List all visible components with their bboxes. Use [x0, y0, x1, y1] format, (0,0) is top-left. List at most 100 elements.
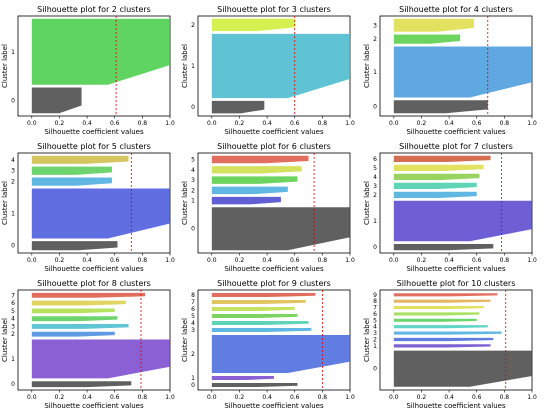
x-axis-label: Silhouette coefficient values: [44, 128, 144, 136]
cluster-label: 0: [11, 97, 15, 104]
cluster-bar-5: [211, 155, 309, 164]
cluster-bar-0: [393, 350, 532, 387]
x-axis-label: Silhouette coefficient values: [44, 265, 144, 273]
chart-title: Silhouette plot for 4 clusters: [399, 5, 513, 14]
x-tick-label: 0.4: [262, 394, 272, 401]
cluster-label: 4: [373, 324, 377, 331]
cluster-bar-0: [31, 241, 118, 251]
x-tick-label: 0.0: [27, 394, 37, 401]
cluster-bar-1: [393, 344, 491, 348]
x-tick-label: 0.4: [444, 120, 454, 127]
cluster-bar-7: [211, 300, 306, 304]
x-tick-label: 0.2: [235, 394, 245, 401]
cluster-bar-2: [31, 331, 115, 337]
x-tick-label: 0.6: [472, 394, 482, 401]
cluster-label: 6: [191, 306, 195, 313]
cluster-label: 2: [191, 22, 195, 29]
x-tick-label: 0.8: [318, 394, 328, 401]
cluster-label: 0: [191, 226, 195, 233]
cluster-bar-4: [211, 321, 309, 325]
cluster-label: 2: [373, 36, 377, 43]
cluster-label: 6: [373, 311, 377, 318]
cluster-bar-0: [393, 243, 494, 251]
x-axis-label: Silhouette coefficient values: [406, 265, 506, 273]
x-tick-label: 0.0: [207, 394, 217, 401]
cluster-bar-0: [31, 87, 82, 114]
cluster-bar-2: [211, 18, 295, 32]
cluster-bar-1: [211, 33, 350, 99]
x-tick-label: 0.8: [500, 257, 510, 264]
chart-title: Silhouette plot for 5 clusters: [37, 142, 151, 151]
cluster-label: 9: [373, 292, 377, 299]
cluster-bar-7: [393, 305, 484, 310]
cluster-bar-4: [393, 173, 480, 181]
cluster-bar-2: [211, 335, 350, 373]
cluster-bar-0: [211, 383, 298, 387]
x-tick-label: 0.8: [500, 394, 510, 401]
cluster-bar-5: [393, 164, 484, 172]
chart-panel-5: Silhouette plot for 6 clusters 0 1 2 3 4 5 0.0 0…: [181, 142, 355, 273]
x-tick-label: 0.0: [27, 120, 37, 127]
cluster-bar-3: [31, 166, 112, 175]
cluster-bar-2: [393, 191, 477, 199]
x-axis-label: Silhouette coefficient values: [406, 402, 506, 409]
x-axis-label: Silhouette coefficient values: [224, 265, 324, 273]
x-tick-label: 0.4: [82, 257, 92, 264]
cluster-bar-3: [211, 176, 298, 184]
cluster-bar-3: [393, 182, 477, 190]
x-tick-label: 1.0: [345, 120, 355, 127]
x-tick-label: 1.0: [345, 394, 355, 401]
cluster-label: 5: [373, 317, 377, 324]
cluster-label: 2: [11, 331, 15, 338]
chart-title: Silhouette plot for 3 clusters: [217, 5, 331, 14]
cluster-label: 7: [191, 299, 195, 306]
y-axis-label: Cluster label: [363, 181, 371, 225]
cluster-label: 8: [191, 292, 195, 299]
x-tick-label: 0.2: [235, 257, 245, 264]
cluster-bar-2: [211, 186, 288, 195]
cluster-bar-2: [393, 337, 494, 342]
cluster-label: 0: [373, 366, 377, 373]
y-axis-label: Cluster label: [363, 318, 371, 362]
cluster-label: 2: [191, 351, 195, 358]
cluster-bar-8: [393, 299, 491, 303]
x-tick-label: 0.4: [82, 394, 92, 401]
cluster-bar-9: [393, 293, 498, 297]
x-tick-label: 0.2: [417, 394, 427, 401]
x-tick-label: 0.8: [318, 120, 328, 127]
x-tick-label: 0.6: [290, 257, 300, 264]
cluster-bar-0: [211, 100, 265, 114]
x-tick-label: 0.6: [290, 394, 300, 401]
x-tick-label: 1.0: [165, 120, 175, 127]
cluster-label: 4: [11, 316, 15, 323]
x-tick-label: 0.6: [110, 257, 120, 264]
cluster-label: 4: [373, 174, 377, 181]
cluster-bar-6: [211, 307, 295, 311]
x-tick-label: 0.4: [82, 120, 92, 127]
chart-panel-4: Silhouette plot for 5 clusters 0 1 2 3 4 0.0 0.…: [1, 142, 175, 273]
cluster-label: 5: [11, 308, 15, 315]
cluster-label: 4: [191, 320, 195, 327]
x-tick-label: 0.6: [290, 120, 300, 127]
cluster-label: 1: [11, 210, 15, 217]
cluster-label: 1: [11, 49, 15, 56]
x-tick-label: 0.2: [235, 120, 245, 127]
cluster-label: 4: [191, 167, 195, 174]
cluster-bar-3: [211, 328, 312, 332]
cluster-label: 3: [373, 183, 377, 190]
cluster-bar-4: [31, 316, 118, 322]
x-tick-label: 0.6: [110, 120, 120, 127]
cluster-label: 6: [373, 156, 377, 163]
chart-title: Silhouette plot for 10 clusters: [397, 279, 516, 288]
y-axis-label: Cluster label: [363, 44, 371, 88]
y-axis-label: Cluster label: [1, 44, 9, 88]
cluster-bar-0: [393, 100, 488, 114]
cluster-bar-5: [31, 308, 115, 314]
cluster-label: 0: [11, 243, 15, 250]
cluster-bar-6: [393, 312, 480, 316]
x-tick-label: 0.2: [55, 257, 65, 264]
chart-panel-1: Silhouette plot for 2 clusters 0 1 0.0 0.2 0.…: [1, 5, 175, 136]
x-tick-label: 1.0: [345, 257, 355, 264]
